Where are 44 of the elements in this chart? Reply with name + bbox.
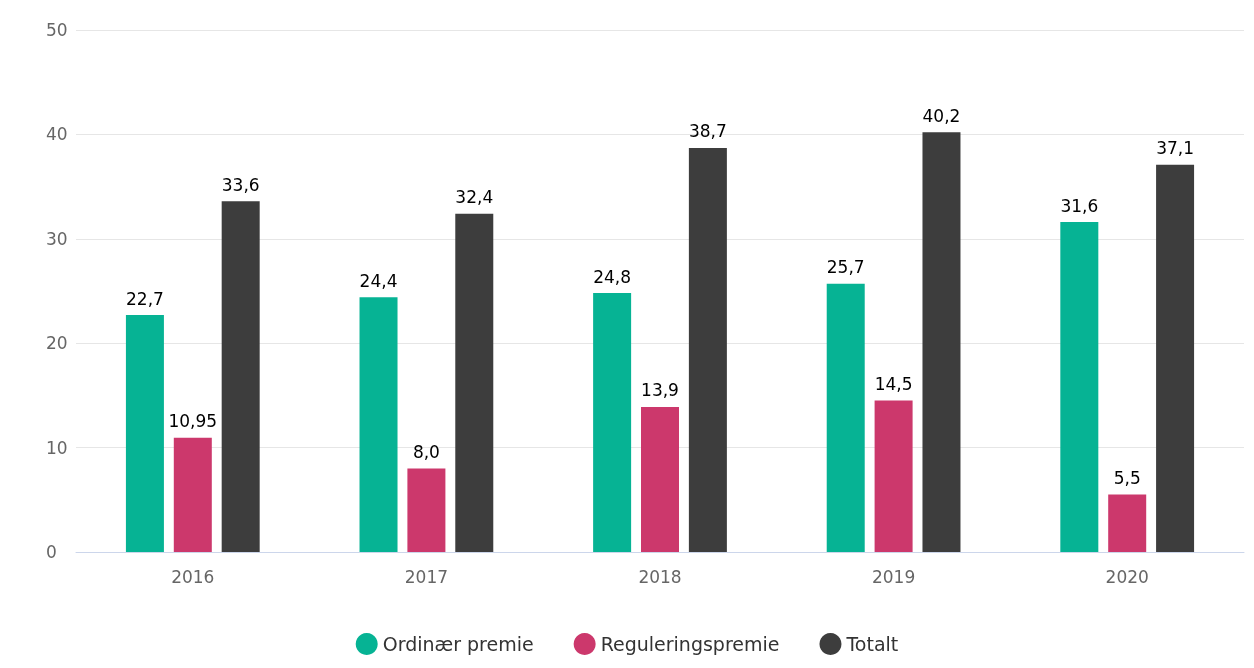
data-label: 13,9 bbox=[641, 380, 679, 401]
legend-label: Totalt bbox=[845, 633, 899, 655]
y-tick-label: 50 bbox=[46, 20, 68, 40]
bar bbox=[1156, 164, 1195, 552]
data-label: 25,7 bbox=[826, 257, 865, 278]
data-label: 40,2 bbox=[922, 105, 961, 126]
data-label: 24,8 bbox=[593, 266, 632, 287]
data-label: 37,1 bbox=[1156, 138, 1195, 159]
data-label: 38,7 bbox=[688, 121, 727, 142]
data-label: 5,5 bbox=[1113, 468, 1141, 489]
bar bbox=[641, 406, 679, 552]
bar bbox=[1060, 222, 1099, 552]
bar bbox=[826, 283, 865, 552]
x-tick-label: 2019 bbox=[871, 566, 916, 587]
data-label: 14,5 bbox=[874, 374, 913, 395]
legend-label: Reguleringspremie bbox=[600, 633, 780, 655]
x-tick-label: 2016 bbox=[171, 566, 215, 587]
data-label: 32,4 bbox=[455, 187, 494, 208]
bar bbox=[1108, 494, 1147, 552]
bar bbox=[874, 400, 913, 552]
bar bbox=[455, 213, 494, 552]
bar bbox=[173, 437, 212, 552]
y-tick-label: 30 bbox=[46, 228, 68, 249]
y-tick-label: 20 bbox=[46, 333, 68, 354]
data-label: 22,7 bbox=[125, 288, 164, 309]
bar bbox=[125, 315, 164, 552]
bar bbox=[688, 147, 727, 552]
data-label: 33,6 bbox=[221, 174, 260, 195]
bar bbox=[593, 293, 632, 552]
x-tick-label: 2020 bbox=[1105, 566, 1149, 587]
bar bbox=[922, 132, 961, 552]
y-tick-label: 10 bbox=[46, 437, 68, 458]
bar bbox=[407, 468, 446, 552]
data-label: 8,0 bbox=[412, 441, 440, 462]
data-label: 24,4 bbox=[359, 270, 398, 291]
y-tick-label: 0 bbox=[46, 542, 57, 562]
bar bbox=[221, 201, 260, 552]
legend-label: Ordinær premie bbox=[382, 633, 534, 655]
x-tick-label: 2017 bbox=[404, 566, 449, 587]
data-label: 31,6 bbox=[1060, 195, 1099, 216]
x-tick-label: 2018 bbox=[638, 566, 682, 587]
y-tick-label: 40 bbox=[46, 124, 68, 145]
bar bbox=[359, 297, 398, 552]
data-label: 10,95 bbox=[168, 411, 218, 432]
